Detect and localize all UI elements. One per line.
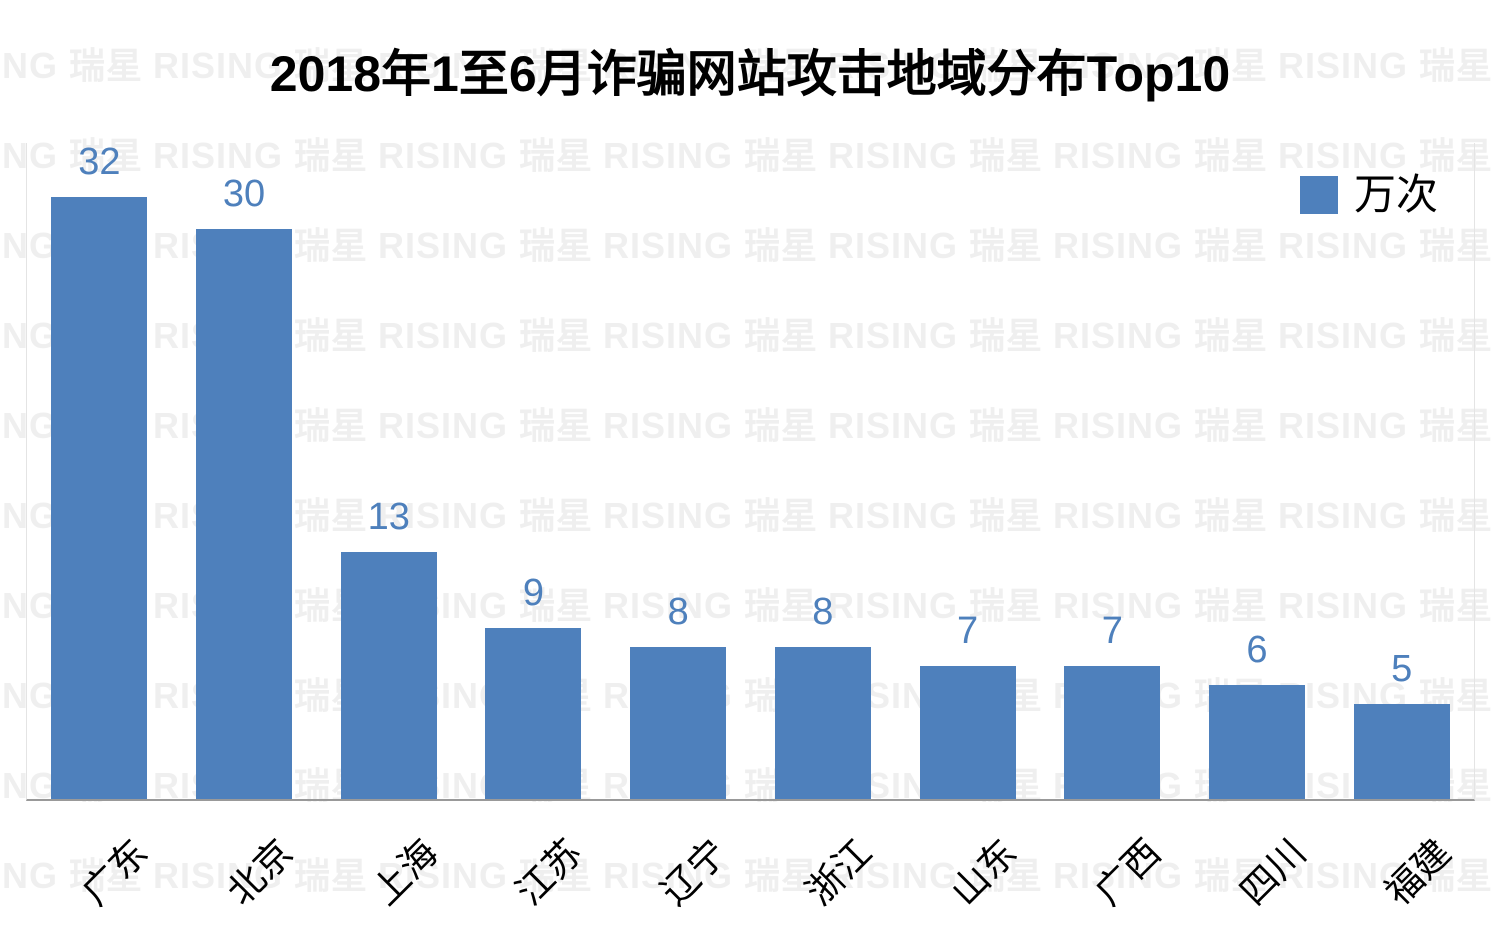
- bar-山东: [919, 666, 1016, 799]
- x-axis-slot: 北京: [171, 801, 316, 936]
- bar-slot: 7: [895, 143, 1040, 799]
- x-axis-label: 四川: [1232, 831, 1314, 913]
- bar-value-label: 7: [1101, 610, 1123, 652]
- bar-value-label: 7: [957, 610, 979, 652]
- x-axis-slot: 山东: [894, 801, 1039, 936]
- legend-swatch: [1300, 176, 1338, 214]
- bar-北京: [196, 229, 293, 799]
- bar-辽宁: [630, 647, 727, 799]
- bar-广东: [51, 197, 148, 799]
- x-axis-slot: 四川: [1184, 801, 1329, 936]
- bar-上海: [340, 552, 437, 799]
- x-axis-slot: 广东: [26, 801, 171, 936]
- x-axis-label: 北京: [219, 831, 301, 913]
- bar-广西: [1064, 666, 1161, 799]
- legend-label: 万次: [1354, 171, 1439, 218]
- bar-slot: 32: [27, 143, 172, 799]
- bar-四川: [1208, 685, 1305, 799]
- bar-value-label: 5: [1391, 648, 1413, 690]
- x-axis-slot: 福建: [1328, 801, 1473, 936]
- x-axis-slot: 上海: [315, 801, 460, 936]
- bar-value-label: 6: [1246, 629, 1268, 671]
- x-axis-slot: 江苏: [460, 801, 605, 936]
- bar-value-label: 13: [367, 496, 410, 538]
- x-axis: 广东 北京 上海 江苏 辽宁 浙江 山东 广西 四川 福建: [26, 801, 1473, 936]
- x-axis-label: 辽宁: [653, 831, 735, 913]
- chart-title: 2018年1至6月诈骗网站攻击地域分布Top10: [269, 46, 1231, 102]
- x-axis-label: 江苏: [508, 831, 591, 913]
- bar-value-label: 30: [222, 173, 266, 215]
- x-axis-label: 广西: [1087, 831, 1169, 913]
- x-axis-slot: 广西: [1039, 801, 1184, 936]
- x-axis-slot: 浙江: [750, 801, 895, 936]
- x-axis-slot: 辽宁: [605, 801, 750, 936]
- bar-slot: 8: [751, 143, 896, 799]
- bar-slot: 30: [172, 143, 317, 799]
- plot-area: 32 30 13 9 8 8 7 7 6 5: [26, 143, 1475, 801]
- bar-slot: 5: [1329, 143, 1474, 799]
- x-axis-label: 广东: [74, 831, 156, 913]
- bar-value-label: 32: [78, 141, 121, 183]
- bar-slot: 8: [606, 143, 751, 799]
- x-axis-label: 福建: [1376, 831, 1459, 913]
- bar-value-label: 8: [667, 591, 689, 633]
- x-axis-label: 浙江: [798, 831, 880, 913]
- bar-slot: 13: [316, 143, 461, 799]
- x-axis-label: 上海: [364, 831, 446, 913]
- bar-浙江: [774, 647, 871, 799]
- legend: 万次: [1300, 174, 1438, 216]
- bar-福建: [1353, 704, 1450, 799]
- bar-slot: 9: [461, 143, 606, 799]
- bar-slot: 7: [1040, 143, 1185, 799]
- bar-江苏: [485, 628, 582, 799]
- x-axis-label: 山东: [942, 831, 1025, 913]
- bar-value-label: 9: [522, 572, 545, 614]
- bar-value-label: 8: [812, 591, 834, 633]
- bar-slot: 6: [1185, 143, 1330, 799]
